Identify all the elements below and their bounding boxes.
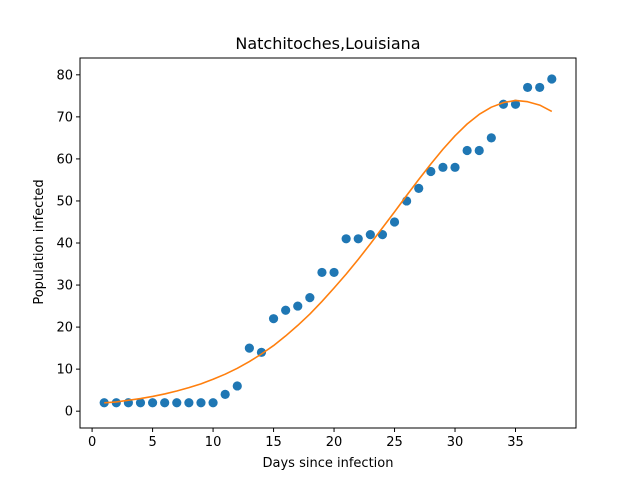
y-tick-label: 40: [56, 237, 73, 252]
data-point: [535, 82, 545, 93]
data-point: [268, 314, 279, 324]
y-tick-label: 60: [56, 152, 73, 167]
data-point: [486, 133, 496, 143]
data-point: [293, 301, 303, 311]
x-tick-label: 20: [326, 435, 343, 450]
data-point: [160, 398, 170, 408]
data-point: [414, 183, 424, 193]
y-tick-label: 10: [56, 363, 73, 378]
data-point: [111, 398, 121, 408]
data-point: [450, 162, 460, 172]
y-tick-label: 20: [56, 321, 73, 336]
data-point: [184, 398, 194, 408]
data-point: [305, 293, 315, 303]
axes: 0 5 10 15 20 25 30 35 0 10 20 30 40 50 60 70 80: [56, 57, 577, 450]
chart-title: Natchitoches,Louisiana: [235, 34, 420, 53]
data-point: [196, 398, 206, 408]
data-point: [232, 381, 242, 391]
y-tick-label: 70: [56, 110, 73, 125]
data-point: [135, 398, 146, 408]
x-tick-label: 35: [507, 435, 524, 450]
x-axis-label: Days since infection: [263, 456, 394, 471]
data-point: [462, 145, 472, 156]
x-tick-label: 5: [148, 435, 156, 450]
data-point: [438, 162, 448, 172]
x-tick-label: 10: [205, 435, 222, 450]
y-tick-label: 50: [56, 194, 73, 209]
y-tick-label: 30: [56, 279, 73, 294]
data-point: [244, 343, 254, 353]
data-point: [523, 82, 533, 93]
plot-area: [99, 74, 557, 408]
data-point: [220, 389, 230, 399]
data-point: [341, 234, 351, 244]
data-point: [172, 398, 182, 408]
data-point: [317, 267, 327, 278]
data-point: [547, 74, 557, 84]
data-point: [353, 234, 363, 244]
y-axis-label: Population infected: [32, 179, 47, 304]
data-point: [281, 305, 291, 315]
data-point: [377, 229, 388, 240]
x-tick-label: 25: [386, 435, 403, 450]
data-point: [365, 229, 375, 240]
data-point: [474, 145, 484, 156]
data-point: [208, 398, 218, 408]
data-point: [510, 99, 521, 109]
data-point: [329, 267, 339, 278]
y-tick-label: 80: [56, 68, 73, 83]
x-tick-label: 0: [88, 435, 96, 450]
data-point: [389, 217, 400, 227]
x-tick-label: 15: [265, 435, 282, 450]
data-point: [147, 398, 158, 408]
fitted-curve-line: [104, 99, 553, 404]
y-tick-label: 0: [65, 405, 73, 420]
x-tick-label: 30: [447, 435, 464, 450]
data-point: [426, 166, 436, 177]
